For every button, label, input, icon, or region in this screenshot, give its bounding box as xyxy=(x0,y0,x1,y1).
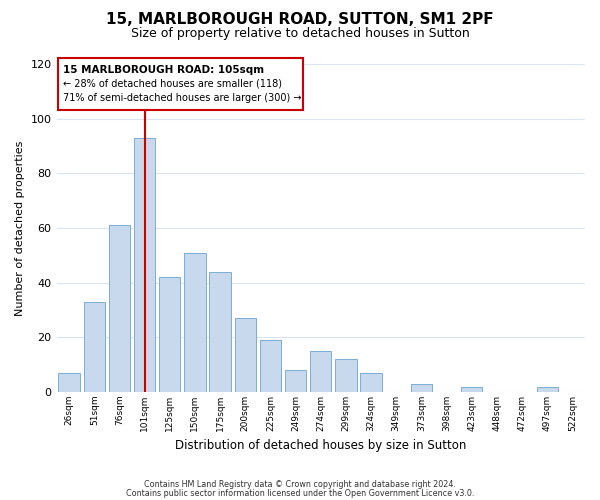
Bar xyxy=(335,359,356,392)
Text: Size of property relative to detached houses in Sutton: Size of property relative to detached ho… xyxy=(131,28,469,40)
Bar xyxy=(159,277,181,392)
Text: Contains public sector information licensed under the Open Government Licence v3: Contains public sector information licen… xyxy=(126,488,474,498)
Bar xyxy=(361,373,382,392)
Bar xyxy=(58,373,80,392)
Bar xyxy=(536,386,558,392)
FancyBboxPatch shape xyxy=(58,58,303,110)
Text: 15, MARLBOROUGH ROAD, SUTTON, SM1 2PF: 15, MARLBOROUGH ROAD, SUTTON, SM1 2PF xyxy=(106,12,494,28)
Bar xyxy=(260,340,281,392)
Bar xyxy=(461,386,482,392)
Bar xyxy=(235,318,256,392)
Bar xyxy=(310,351,331,392)
Bar xyxy=(83,302,105,392)
Bar xyxy=(411,384,432,392)
Text: 15 MARLBOROUGH ROAD: 105sqm: 15 MARLBOROUGH ROAD: 105sqm xyxy=(63,66,264,76)
Bar xyxy=(184,252,206,392)
X-axis label: Distribution of detached houses by size in Sutton: Distribution of detached houses by size … xyxy=(175,440,466,452)
Bar xyxy=(134,138,155,392)
Bar xyxy=(109,225,130,392)
Bar xyxy=(209,272,231,392)
Text: ← 28% of detached houses are smaller (118): ← 28% of detached houses are smaller (11… xyxy=(63,79,282,89)
Bar xyxy=(285,370,307,392)
Y-axis label: Number of detached properties: Number of detached properties xyxy=(15,140,25,316)
Text: 71% of semi-detached houses are larger (300) →: 71% of semi-detached houses are larger (… xyxy=(63,92,301,102)
Text: Contains HM Land Registry data © Crown copyright and database right 2024.: Contains HM Land Registry data © Crown c… xyxy=(144,480,456,489)
